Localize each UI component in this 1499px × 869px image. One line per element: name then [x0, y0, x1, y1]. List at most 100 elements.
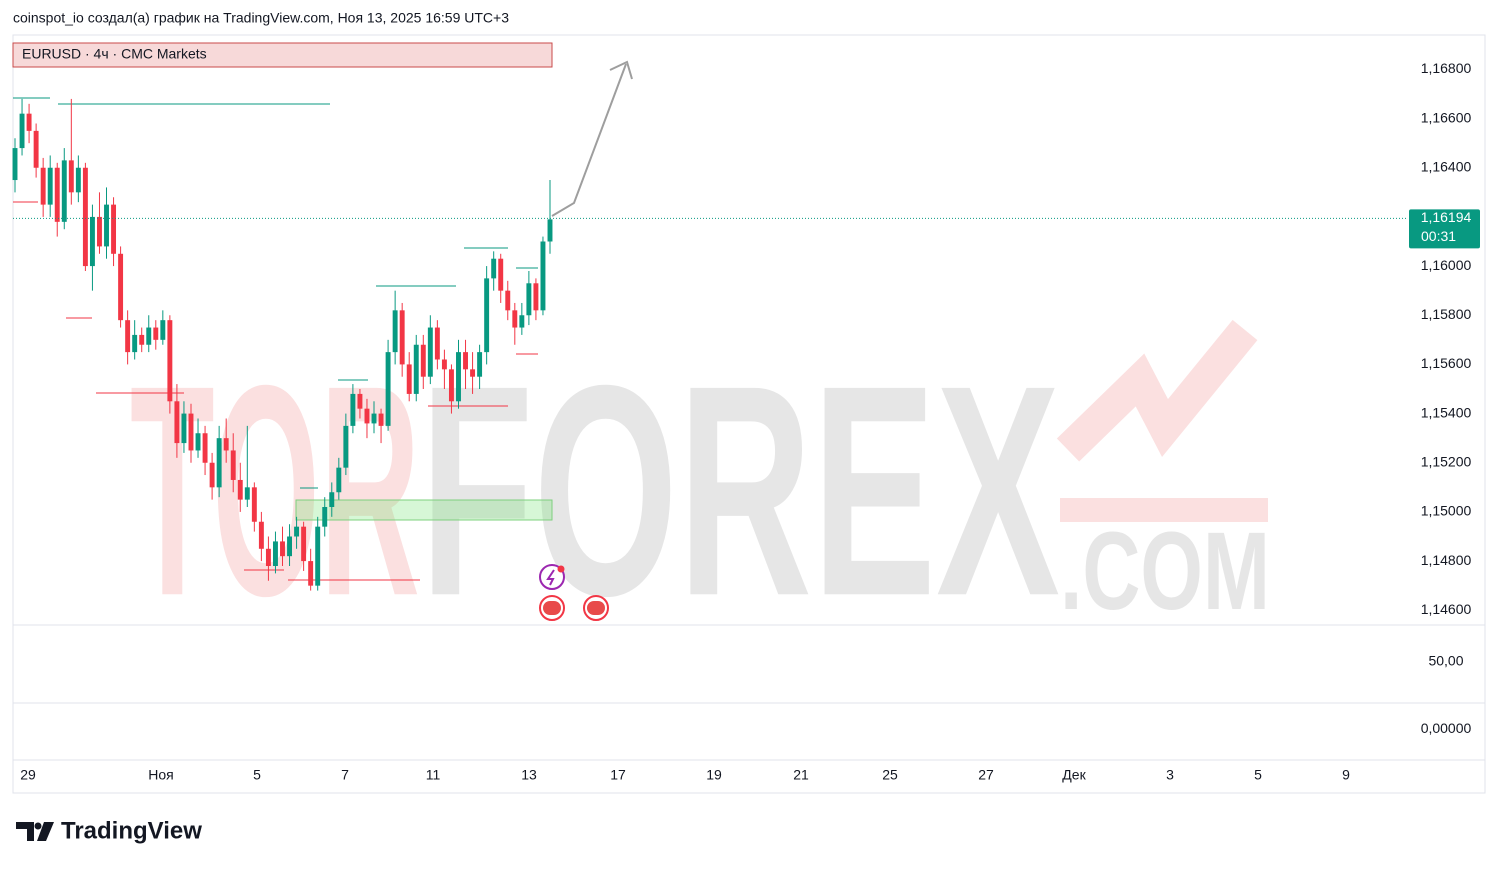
candle-body: [223, 438, 229, 451]
candle-body: [378, 413, 384, 426]
candle-body: [160, 320, 166, 340]
candle-body: [47, 167, 53, 205]
candle-body: [364, 408, 370, 424]
watermark-logo: [1060, 498, 1268, 522]
candle-body: [244, 487, 250, 500]
symbol-title: EURUSD · 4ч · CMC Markets: [22, 46, 207, 62]
candle-body: [441, 359, 447, 370]
event-icon-glyph: [546, 569, 555, 586]
candle-body: [89, 216, 95, 267]
candle-body: [287, 536, 293, 557]
candle-body: [195, 433, 201, 451]
candle-body: [258, 521, 264, 549]
candle-body: [308, 561, 314, 586]
candle-body: [111, 204, 117, 254]
candle-body: [167, 320, 173, 402]
candle-body: [399, 310, 405, 365]
candle-body: [237, 479, 243, 500]
watermark-logo: [1056, 319, 1258, 462]
chart-frame: [12, 34, 1486, 794]
candle-body: [294, 526, 300, 537]
candle-body: [75, 167, 81, 193]
candle-body: [216, 438, 222, 488]
candle-body: [533, 283, 539, 311]
x-tick-label: 27: [978, 767, 994, 783]
x-tick-label: 29: [20, 767, 36, 783]
candle-body: [434, 327, 440, 360]
candle-body: [371, 413, 377, 424]
candle-body: [209, 462, 215, 488]
watermark: TOR FOREX .COM: [130, 319, 1270, 658]
candle-body: [82, 167, 88, 267]
candle-body: [139, 334, 145, 345]
y-tick-label: 50,00: [1428, 653, 1463, 669]
flag-body: [587, 601, 605, 615]
y-tick-label: 1,16600: [1421, 109, 1472, 125]
candle-body: [230, 450, 236, 480]
candle-body: [125, 320, 131, 353]
x-tick-label: 21: [793, 767, 809, 783]
candle-body: [174, 401, 180, 444]
candle-body: [68, 160, 74, 193]
candle-body: [54, 167, 60, 222]
zone-box: [295, 499, 553, 521]
candle-body: [153, 327, 159, 340]
candle-body: [463, 352, 468, 370]
candle-body: [301, 526, 307, 562]
x-tick-label: 11: [426, 767, 441, 783]
candle-body: [470, 369, 476, 377]
candle-body: [329, 492, 335, 507]
brand-name: TradingView: [61, 817, 202, 844]
candle-body: [97, 216, 102, 247]
tv-logo: [16, 822, 54, 841]
candle-body: [336, 467, 342, 493]
watermark-text: .COM: [1060, 510, 1270, 633]
candle-body: [350, 393, 356, 426]
candle-body: [484, 278, 490, 353]
symbol-box: [12, 42, 553, 68]
candle-body: [272, 541, 278, 566]
x-tick-label: 3: [1166, 767, 1174, 783]
x-tick-label: 5: [1254, 767, 1262, 783]
y-tick-label: 1,15400: [1421, 404, 1472, 420]
y-tick-label: 1,15800: [1421, 306, 1472, 322]
arrow-head: [609, 60, 633, 80]
candle-body: [519, 315, 525, 328]
candle-body: [265, 548, 271, 566]
y-tick-label: 1,15600: [1421, 355, 1472, 371]
x-tick-label: Ноя: [148, 767, 173, 783]
candle-body: [477, 352, 483, 377]
x-tick-label: 7: [341, 767, 349, 783]
candle-body: [104, 204, 109, 247]
x-tick-label: 17: [610, 767, 626, 783]
x-tick-label: 25: [882, 767, 898, 783]
candle-body: [385, 352, 391, 426]
candle-body: [491, 258, 497, 279]
watermark-text: TOR: [130, 322, 420, 658]
candle-body: [413, 344, 419, 394]
y-tick-label: 1,14800: [1421, 552, 1472, 568]
tv-logo: [34, 822, 42, 830]
candle-body: [540, 241, 546, 311]
candle-body: [132, 334, 138, 353]
candle-body: [526, 283, 532, 316]
candle-body: [392, 310, 398, 353]
flag-body: [543, 601, 561, 615]
candle-body: [61, 160, 67, 222]
x-tick-label: 9: [1342, 767, 1350, 783]
y-tick-label: 0,00000: [1421, 720, 1472, 736]
candle-body: [357, 393, 363, 409]
event-icon[interactable]: [539, 564, 565, 590]
drawings: [13, 60, 633, 581]
last-price-box: [1409, 209, 1480, 249]
y-tick-label: 1,15200: [1421, 453, 1472, 469]
candle-body: [343, 425, 349, 468]
candle-body: [456, 352, 461, 402]
candle-body: [251, 487, 257, 522]
candle-body: [19, 113, 25, 149]
countdown-label: 00:31: [1421, 228, 1456, 244]
candle-body: [12, 148, 18, 181]
candle-body: [40, 167, 46, 205]
